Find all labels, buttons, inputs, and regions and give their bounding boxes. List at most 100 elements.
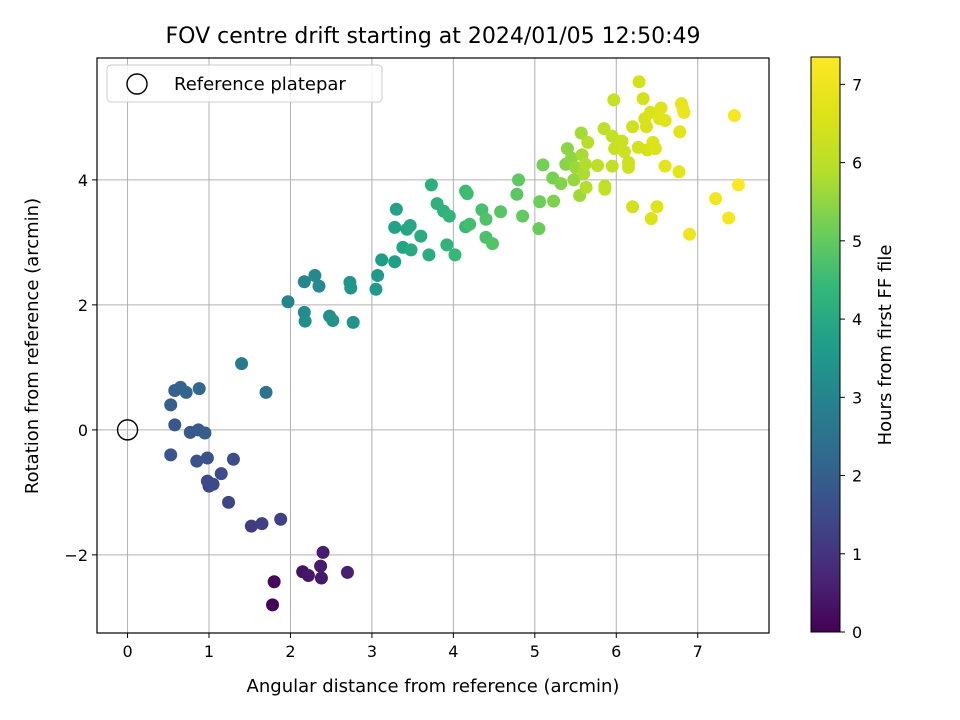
x-tick-label: 6 <box>611 642 621 661</box>
data-point <box>672 165 686 179</box>
data-point <box>654 101 668 115</box>
data-point <box>533 195 547 209</box>
y-tick-label: −2 <box>64 546 88 565</box>
data-point <box>164 398 178 412</box>
data-point <box>709 192 723 206</box>
x-tick-label: 4 <box>448 642 458 661</box>
data-point <box>607 93 621 107</box>
colorbar-tick-label: 2 <box>852 467 862 486</box>
data-point <box>190 454 204 468</box>
y-tick-label: 0 <box>78 421 88 440</box>
data-point <box>316 545 330 559</box>
data-point <box>274 512 288 526</box>
colorbar-tick-label: 5 <box>852 232 862 251</box>
data-point <box>164 448 178 462</box>
data-point <box>344 281 358 295</box>
data-point <box>512 173 526 187</box>
data-point <box>200 451 214 465</box>
colorbar-label: Hours from first FF file <box>875 245 896 446</box>
data-point <box>448 248 462 262</box>
data-point <box>615 134 629 148</box>
data-point <box>389 202 403 216</box>
data-point <box>267 575 281 589</box>
data-point <box>226 452 240 466</box>
data-point <box>581 135 595 149</box>
reference-platepar-point <box>116 419 139 441</box>
data-point <box>369 282 383 296</box>
data-point <box>340 565 354 579</box>
data-point <box>621 160 635 174</box>
data-point <box>636 92 650 106</box>
data-point <box>554 177 568 191</box>
data-point <box>632 75 646 89</box>
data-point <box>179 385 193 399</box>
data-point <box>298 314 312 328</box>
data-point <box>536 158 550 172</box>
data-point <box>727 109 741 122</box>
data-point <box>388 255 402 269</box>
data-point <box>422 248 436 262</box>
colorbar: 0 1 2 3 4 5 6 7 Hours from first FF file <box>810 56 896 642</box>
chart-title: FOV centre drift starting at 2024/01/05 … <box>166 24 701 49</box>
legend-entry-reference: Reference platepar <box>174 74 346 95</box>
data-point <box>198 426 212 440</box>
x-tick-label: 3 <box>367 642 377 661</box>
data-point <box>346 315 360 329</box>
x-tick-label: 2 <box>285 642 295 661</box>
legend: Reference platepar <box>106 64 383 103</box>
colorbar-tick-label: 1 <box>852 545 862 564</box>
grid-lines <box>97 58 769 633</box>
data-point <box>375 253 389 267</box>
reference-marker <box>116 419 139 441</box>
data-point <box>404 243 418 257</box>
data-point <box>617 145 631 159</box>
data-point <box>658 114 672 127</box>
data-point <box>235 357 249 371</box>
data-point <box>460 187 474 201</box>
colorbar-tick-label: 0 <box>852 623 862 642</box>
data-point <box>266 598 280 612</box>
data-point <box>301 569 315 582</box>
plot-frame <box>96 57 770 634</box>
data-point <box>308 269 322 282</box>
colorbar-tick-label: 7 <box>852 75 862 94</box>
data-point <box>644 212 658 226</box>
data-point <box>598 182 612 196</box>
data-point <box>494 205 508 219</box>
x-tick-label: 5 <box>530 642 540 661</box>
data-point <box>510 187 524 201</box>
data-point <box>168 418 182 432</box>
data-point <box>259 385 273 399</box>
data-point <box>192 382 206 396</box>
data-point <box>626 120 640 134</box>
data-point <box>414 229 428 243</box>
data-point <box>605 159 619 173</box>
x-axis-label: Angular distance from reference (arcmin) <box>247 676 620 697</box>
data-point <box>314 559 328 573</box>
data-point <box>626 200 640 214</box>
data-point <box>516 209 530 223</box>
data-point <box>567 173 581 187</box>
data-points <box>164 75 745 612</box>
data-point <box>222 495 236 509</box>
data-point <box>244 519 258 533</box>
data-point <box>479 212 493 226</box>
data-point <box>579 180 593 194</box>
data-point <box>312 279 326 293</box>
y-axis-ticks: −2 0 2 4 <box>64 171 97 565</box>
data-point <box>440 238 454 252</box>
colorbar-ticks: 0 1 2 3 4 5 6 7 <box>840 75 862 642</box>
data-point <box>683 227 697 241</box>
data-point <box>297 275 311 289</box>
data-point <box>731 178 745 192</box>
data-point <box>547 194 561 208</box>
data-point <box>424 178 438 192</box>
x-tick-label: 7 <box>693 642 703 661</box>
data-point <box>388 220 402 234</box>
data-point <box>677 105 691 119</box>
data-point <box>371 269 385 282</box>
colorbar-tick-label: 3 <box>852 388 862 407</box>
data-point <box>639 120 653 134</box>
data-point <box>206 477 220 491</box>
